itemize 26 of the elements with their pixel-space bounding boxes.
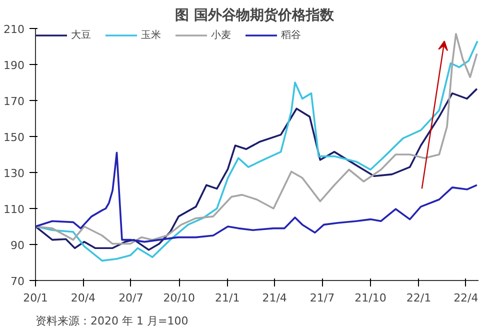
y-tick-label: 150 [4,131,25,144]
line-series [36,88,478,251]
x-tick-label: 20/7 [118,292,144,304]
chart-title: 图 国外谷物期货价格指数 [175,8,335,24]
x-tick-label: 22/4 [454,292,478,304]
text: 资料来源：2020 年 1 月=100 [36,314,188,328]
y-tick-label: 70 [10,275,25,288]
x-tick-label: 21/10 [354,292,386,304]
legend-label: 小麦 [211,28,231,42]
legend-label: 玉米 [141,28,161,42]
legend-label: 稻谷 [281,29,301,42]
x-tick-label: 20/10 [163,292,195,304]
x-tick-label: 20/4 [70,292,96,304]
y-tick-label: 210 [4,23,25,36]
y-tick-label: 130 [4,167,25,180]
y-tick-label: 190 [4,59,25,72]
x-tick-label: 22/1 [406,292,432,304]
y-tick-label: 90 [10,239,25,252]
line-series [36,152,478,243]
x-tick-label: 20/1 [23,292,48,304]
x-tick-label: 21/7 [310,292,335,304]
y-tick-label: 170 [4,95,25,108]
y-tick-label: 110 [4,203,25,216]
x-tick-label: 21/4 [262,292,287,304]
x-tick-label: 21/1 [215,292,240,304]
legend-label: 大豆 [71,28,91,42]
